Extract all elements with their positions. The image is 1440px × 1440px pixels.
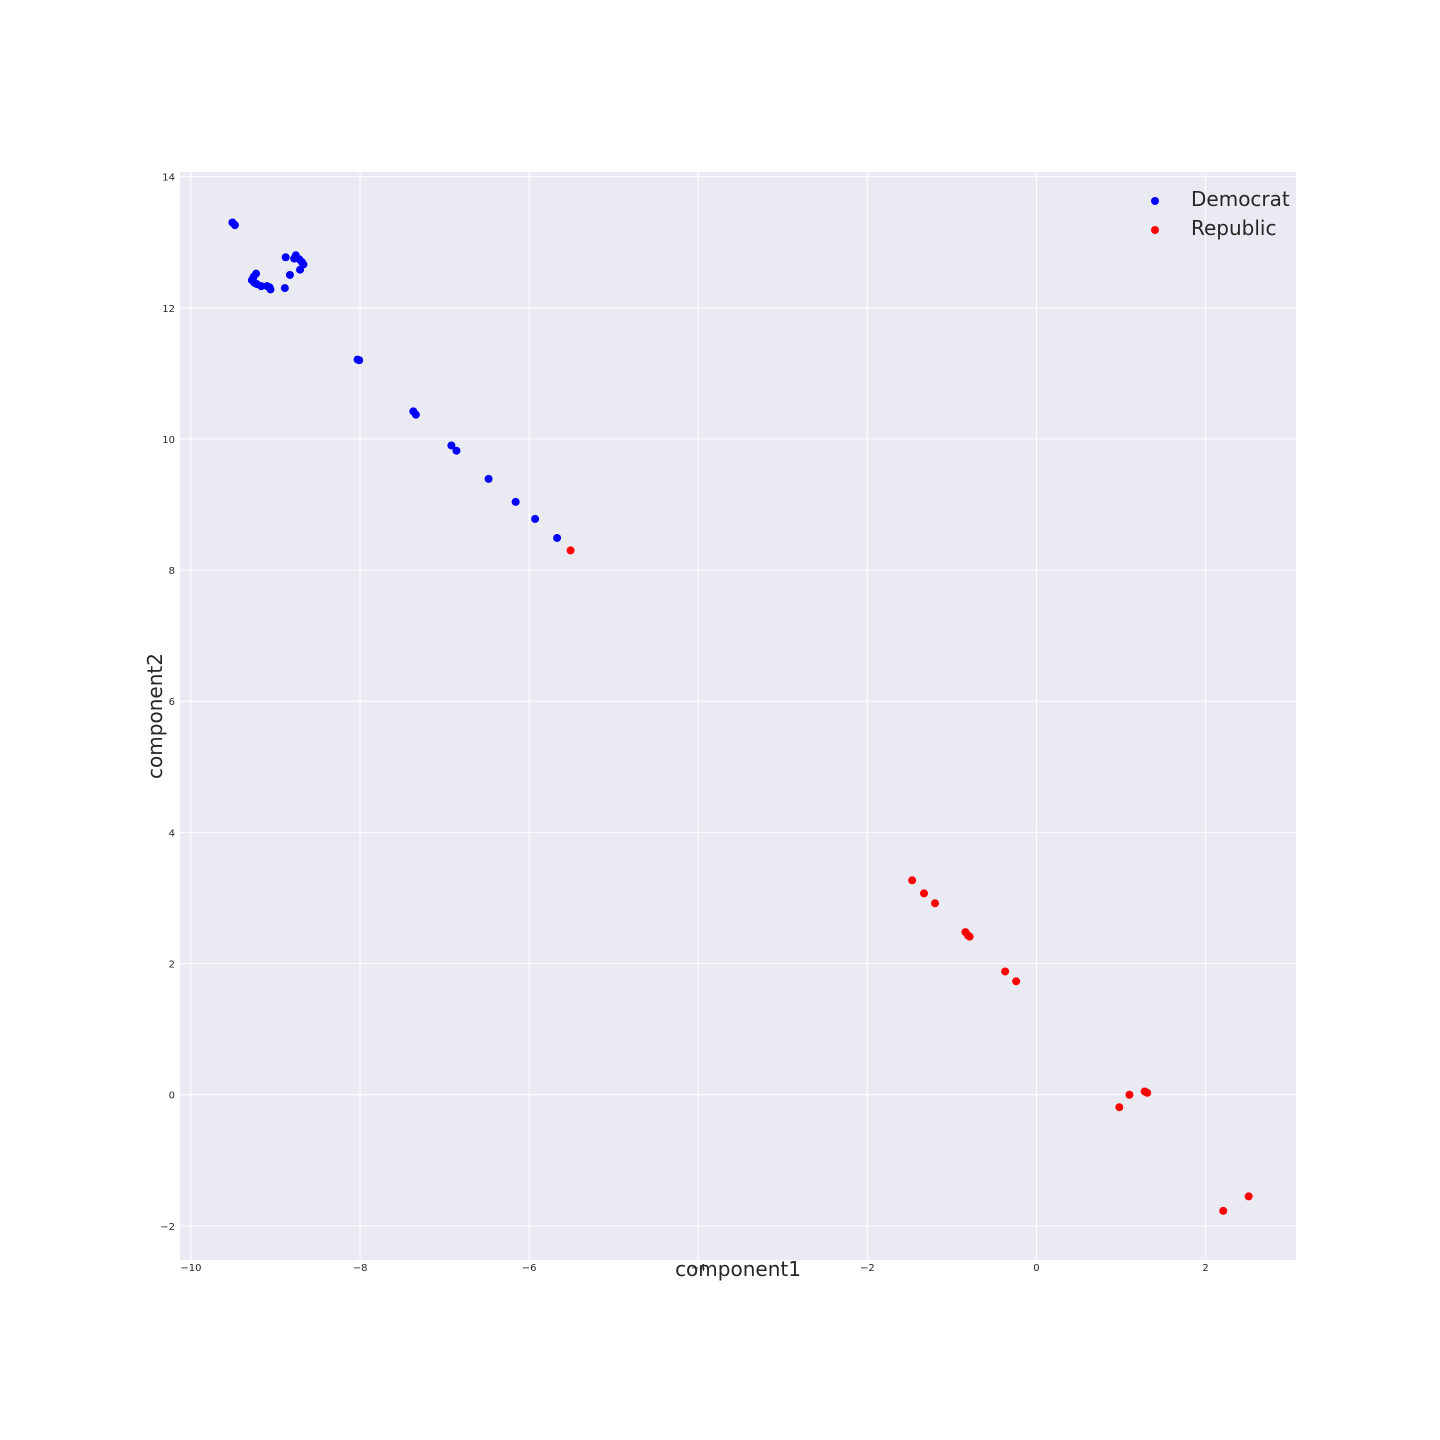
x-tick-label: −10 [180,1263,201,1274]
y-tick-label: 6 [169,697,175,708]
data-point-democrat [355,356,364,365]
y-axis-label: component2 [143,653,167,779]
x-tick-label: −2 [860,1263,875,1274]
data-point-republic [1143,1088,1152,1097]
y-axis-ticks: −2 0 2 4 6 8 10 12 14 [160,173,175,1233]
data-point-republic [1001,967,1010,976]
data-point-republic [1219,1206,1228,1215]
plot-area [180,172,1296,1260]
x-axis-ticks: −10 −8 −6 −4 −2 0 2 [180,1263,1208,1274]
data-point-democrat [266,285,275,294]
data-point-democrat [531,514,540,523]
data-point-democrat [484,474,493,483]
data-point-republic [930,899,939,908]
data-point-democrat [411,410,420,419]
data-point-democrat [447,441,456,450]
legend-label-republic: Republic [1191,216,1276,240]
y-tick-label: −2 [160,1222,175,1233]
data-point-republic [908,876,917,885]
y-tick-label: 8 [169,566,175,577]
x-tick-label: −4 [691,1263,706,1274]
y-tick-label: 10 [162,435,175,446]
data-point-democrat [452,446,461,455]
data-point-democrat [281,253,290,262]
legend-marker-democrat [1151,197,1159,205]
data-point-democrat [230,221,239,230]
data-point-republic [1115,1103,1124,1112]
legend-marker-republic [1151,226,1159,234]
y-tick-label: 0 [169,1091,175,1102]
data-point-republic [965,932,974,941]
y-tick-label: 12 [162,304,175,315]
data-point-democrat [296,265,305,274]
data-point-republic [1244,1192,1253,1201]
y-tick-label: 4 [169,828,175,839]
data-point-republic [1125,1090,1134,1099]
data-point-democrat [257,282,266,291]
x-axis-label: component1 [675,1257,801,1281]
grid-lines [180,172,1296,1260]
data-points [228,218,1253,1215]
x-tick-label: −8 [353,1263,368,1274]
data-point-democrat [285,270,294,279]
data-point-democrat [511,497,520,506]
y-tick-label: 2 [169,960,175,971]
legend-label-democrat: Democrat [1191,187,1290,211]
x-tick-label: −6 [522,1263,537,1274]
y-tick-label: 14 [162,173,175,184]
data-point-democrat [280,284,289,293]
legend: Democrat Republic [1151,187,1290,240]
data-point-republic [920,889,928,898]
x-tick-label: 2 [1202,1263,1208,1274]
data-point-republic [566,546,575,555]
data-point-republic [1012,977,1021,986]
data-point-democrat [553,533,562,542]
x-tick-label: 0 [1033,1263,1039,1274]
